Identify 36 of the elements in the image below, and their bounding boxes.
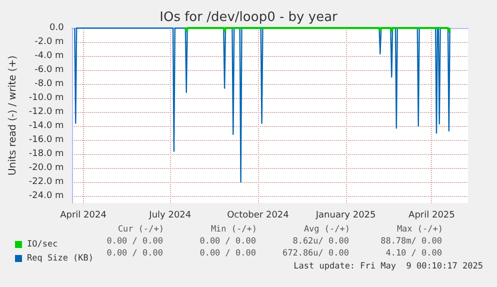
text: 88.78m/ 0.00 (380, 236, 442, 246)
text: 4.10 / 0.00 (386, 248, 442, 258)
line-series (74, 27, 450, 183)
y-tick-label: -18.0 m (28, 149, 64, 159)
y-axis-title: Units read (-) / write (+) (8, 55, 18, 176)
x-tick-label: April 2024 (60, 210, 107, 220)
y-tick-label: -20.0 m (28, 163, 64, 173)
text: Cur (-/+) (118, 224, 164, 234)
y-tick-label: -14.0 m (28, 121, 64, 131)
x-tick-label: April 2025 (408, 210, 455, 220)
y-tick-label: -2.0 m (34, 37, 64, 47)
y-tick-label: -10.0 m (28, 93, 64, 103)
text: 0.00 / 0.00 (106, 236, 163, 246)
legend-label: Req Size (KB) (27, 254, 94, 264)
text: Max (-/+) (396, 224, 444, 234)
text: 672.86u/ 0.00 (282, 248, 349, 258)
chart-title: IOs for /dev/loop0 - by year (160, 10, 338, 25)
text: 0.00 / 0.00 (200, 236, 256, 246)
text: Last update: Fri May 9 00:10:17 2025 (294, 262, 483, 272)
text: 8.62u/ 0.00 (292, 236, 349, 246)
y-tick-label: -6.0 m (34, 65, 64, 75)
y-tick-label: -4.0 m (34, 51, 64, 61)
legend-label: IO/sec (27, 240, 58, 250)
y-tick-label: -16.0 m (28, 135, 64, 145)
y-tick-label: -22.0 m (28, 177, 64, 187)
text: 0.00 / 0.00 (106, 248, 163, 258)
text: 0.00 / 0.00 (200, 248, 256, 258)
y-tick-label: -8.0 m (34, 79, 64, 89)
text: Min (-/+) (210, 224, 258, 234)
y-tick-label: -12.0 m (28, 107, 64, 117)
y-tick-label: -24.0 m (28, 191, 64, 201)
x-tick-label: October 2024 (227, 210, 290, 220)
x-tick-label: January 2025 (314, 210, 376, 220)
x-tick-label: July 2024 (148, 210, 192, 220)
text: Avg (-/+) (304, 224, 350, 234)
y-tick-label: 0.0 (49, 23, 64, 33)
